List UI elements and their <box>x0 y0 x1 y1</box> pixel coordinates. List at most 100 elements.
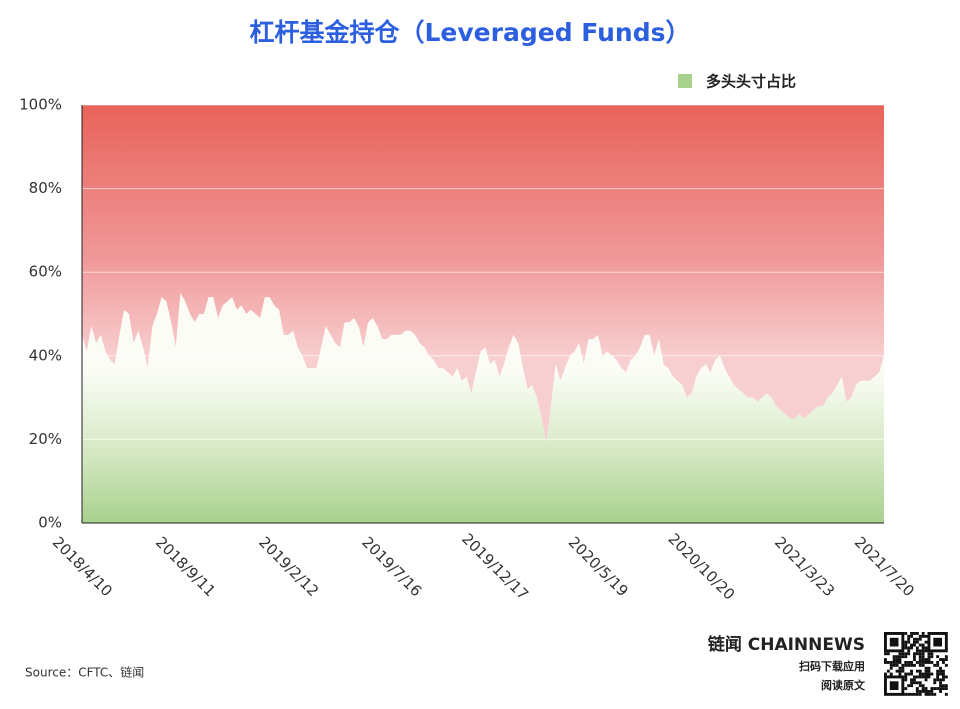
qr-cell <box>930 655 934 659</box>
qr-cell <box>915 652 919 656</box>
qr-cell <box>907 663 911 667</box>
qr-cell <box>910 646 913 650</box>
qr-cell <box>924 646 928 650</box>
qr-cell <box>904 692 908 696</box>
qr-cell <box>892 655 896 659</box>
qr-cell <box>913 655 916 659</box>
qr-cell <box>944 675 948 679</box>
qr-cell <box>886 661 890 664</box>
qr-cell <box>924 690 928 693</box>
qr-cell <box>913 632 916 635</box>
qr-finder <box>889 637 899 647</box>
brand-line: 扫码下载应用 <box>799 659 865 673</box>
qr-cell <box>936 678 940 682</box>
qr-cell <box>942 678 945 682</box>
area <box>82 293 884 523</box>
qr-cell <box>904 632 908 635</box>
qr-cell <box>913 658 916 661</box>
qr-cell <box>936 655 940 659</box>
qr-cell <box>936 672 940 676</box>
qr-cell <box>898 666 902 670</box>
brand-name: 链闻 CHAINNEWS <box>708 634 865 655</box>
qr-cell <box>913 678 916 682</box>
qr-cell <box>930 672 934 676</box>
qr-cell <box>884 652 887 656</box>
qr-cell <box>921 655 925 659</box>
qr-cell <box>889 663 893 667</box>
qr-cell <box>930 692 934 696</box>
x-tick-label: 2018/4/10 <box>49 533 116 600</box>
x-tick-label: 2018/9/11 <box>152 533 219 600</box>
qr-cell <box>918 655 922 659</box>
qr-cell <box>942 661 945 664</box>
qr-cell <box>924 658 928 661</box>
qr-cell <box>924 649 928 653</box>
qr-cell <box>913 681 916 685</box>
qr-cell <box>939 669 942 673</box>
qr-cell <box>904 672 908 676</box>
qr-cell <box>904 687 908 690</box>
qr-cell <box>927 658 931 661</box>
qr-cell <box>924 666 928 670</box>
chart-title: 杠杆基金持仓（Leveraged Funds） <box>250 18 691 47</box>
qr-cell <box>939 690 942 693</box>
qr-cell <box>898 661 902 664</box>
qr-cell <box>889 661 893 664</box>
qr-cell <box>933 678 937 682</box>
qr-cell <box>927 655 931 659</box>
qr-cell <box>907 649 911 653</box>
qr-cell <box>924 640 928 644</box>
qr-cell <box>915 649 919 653</box>
qr-cell <box>927 666 931 670</box>
qr-cell <box>921 634 925 638</box>
qr-cell <box>936 669 940 673</box>
qr-finder <box>884 632 905 653</box>
qr-cell <box>910 692 913 696</box>
qr-cell <box>944 663 948 667</box>
qr-cell <box>915 661 919 664</box>
qr-cell <box>892 661 896 664</box>
qr-cell <box>889 666 893 670</box>
qr-cell <box>907 672 911 676</box>
qr-cell <box>924 687 928 690</box>
qr-cell <box>936 661 940 664</box>
qr-cell <box>936 675 940 679</box>
qr-cell <box>939 684 942 688</box>
qr-cell <box>927 669 931 673</box>
qr-cell <box>898 672 902 676</box>
upper-area <box>82 105 884 444</box>
qr-cell <box>921 658 925 661</box>
qr-cell <box>921 652 925 656</box>
qr-cell <box>924 661 928 664</box>
qr-cell <box>898 652 902 656</box>
qr-cell <box>907 652 911 656</box>
qr-cell <box>939 666 942 670</box>
qr-cell <box>915 681 919 685</box>
qr-cell <box>915 632 919 635</box>
qr-cell <box>921 661 925 664</box>
qr-cell <box>939 658 942 661</box>
qr-cell <box>904 643 908 647</box>
qr-cell <box>921 684 925 688</box>
qr-cell <box>884 672 887 676</box>
qr-cell <box>913 675 916 679</box>
qr-cell <box>924 675 928 679</box>
qr-cell <box>924 678 928 682</box>
qr-cell <box>921 675 925 679</box>
qr-cell <box>904 640 908 644</box>
y-tick-label: 0% <box>38 514 62 532</box>
qr-cell <box>886 652 890 656</box>
qr-cell <box>913 663 916 667</box>
legend-swatch <box>678 74 692 88</box>
qr-cell <box>892 663 896 667</box>
qr-cell <box>895 661 899 664</box>
qr-cell <box>930 661 934 664</box>
x-tick-label: 2020/10/20 <box>665 530 739 604</box>
qr-cell <box>918 684 922 688</box>
qr-cell <box>901 663 905 667</box>
qr-cell <box>910 678 913 682</box>
qr-cell <box>924 692 928 696</box>
y-tick-label: 100% <box>19 96 62 114</box>
